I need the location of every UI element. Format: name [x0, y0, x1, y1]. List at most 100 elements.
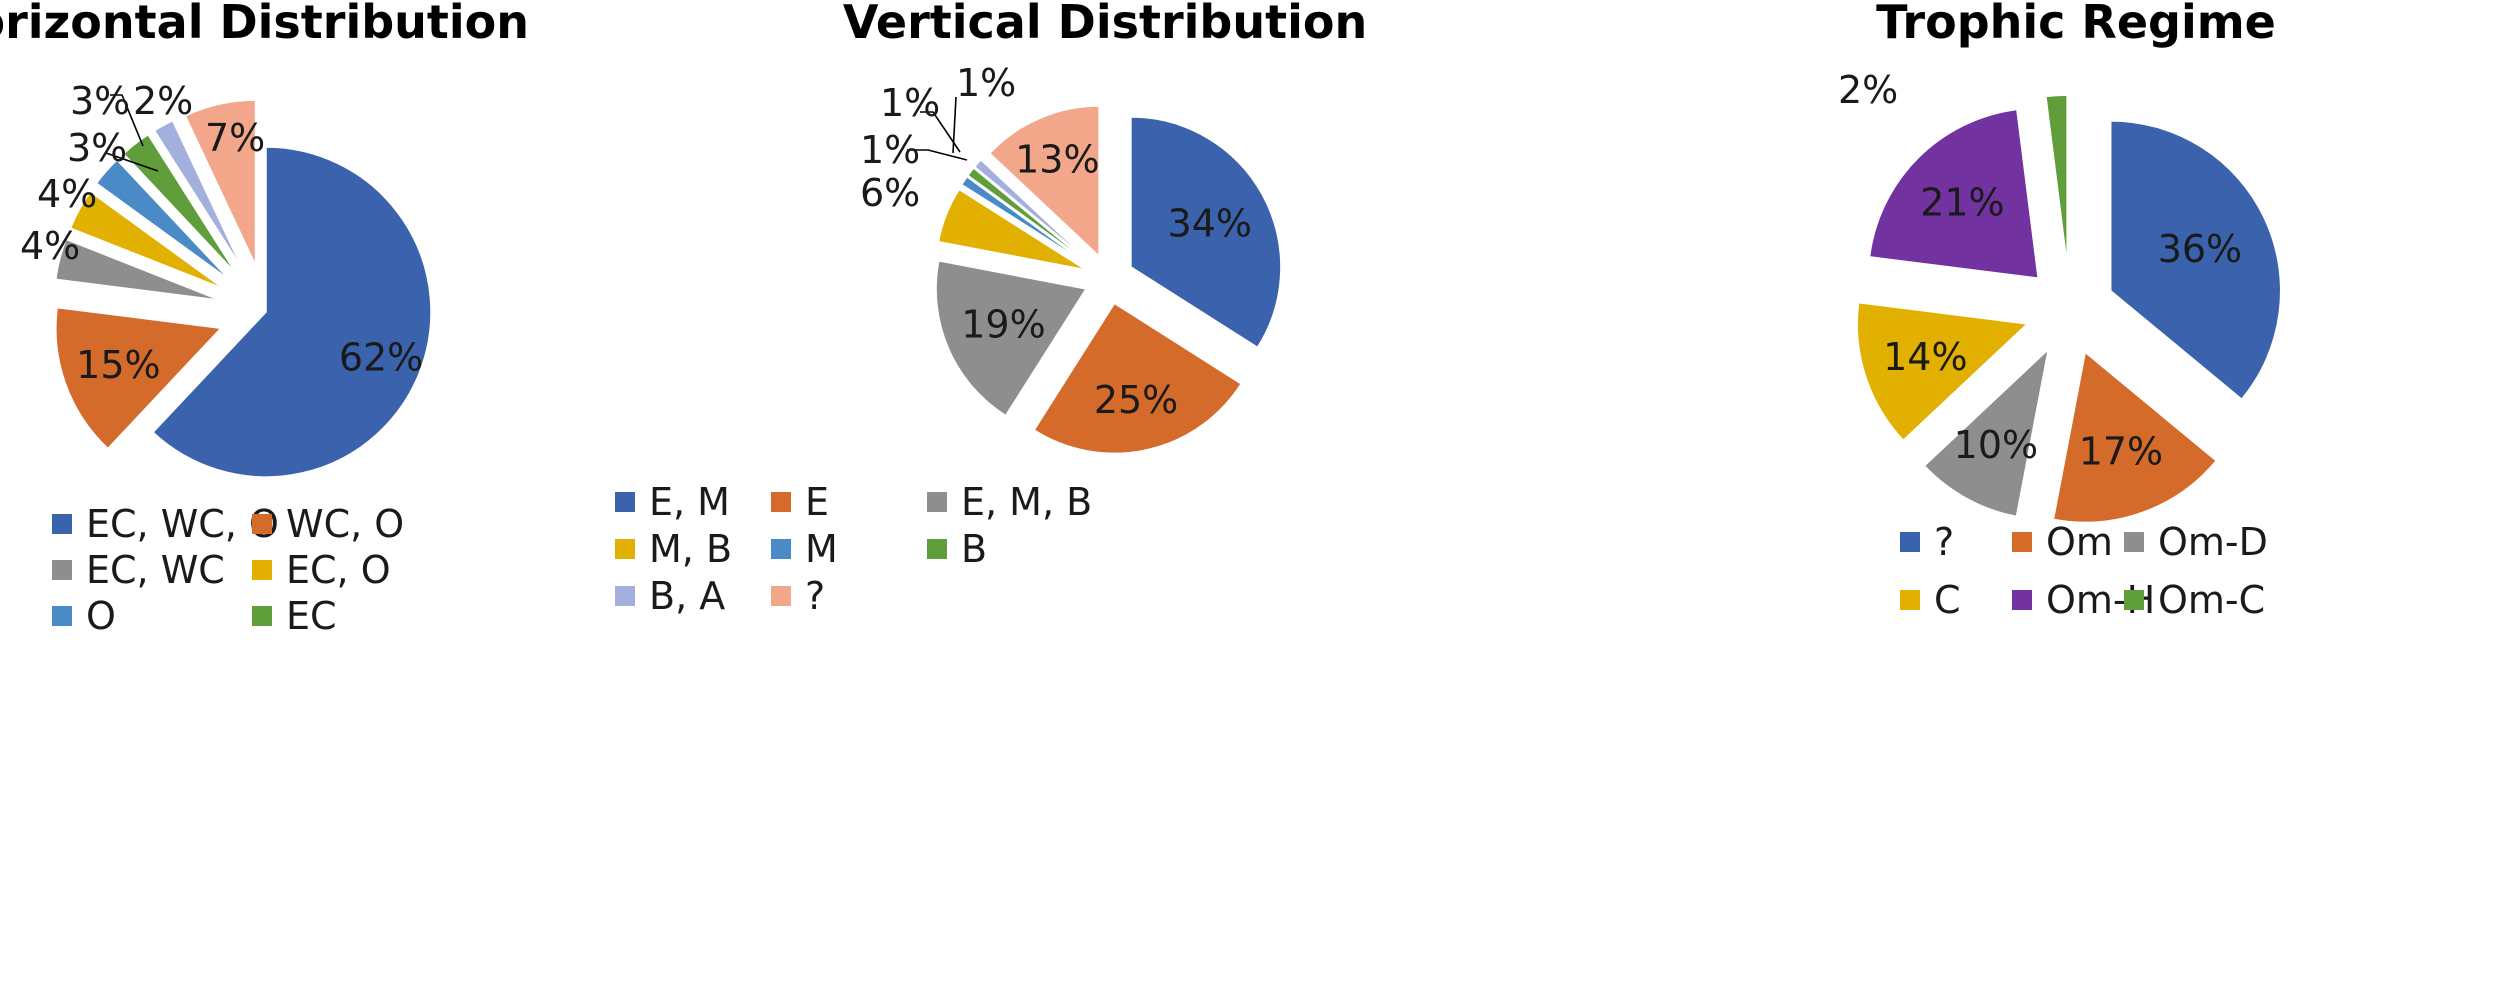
data-label: 25% — [1094, 378, 1178, 422]
legend-label: C — [1934, 578, 1961, 622]
data-label: 15% — [76, 343, 160, 387]
data-label: 21% — [1920, 180, 2004, 224]
pie-slice-b — [966, 167, 1090, 265]
legend-label: ? — [805, 574, 825, 618]
legend-item-b: B — [927, 527, 987, 571]
legend-swatch — [1900, 532, 1920, 552]
data-label: 17% — [2079, 430, 2163, 474]
data-label: 1% — [956, 61, 1016, 105]
pie-slice-m — [960, 175, 1089, 266]
legend-item-unknown: ? — [771, 574, 825, 618]
legend-label: EC, O — [286, 548, 391, 592]
legend-item-e: E — [771, 480, 829, 524]
leader-line — [907, 149, 968, 161]
data-label: 2% — [1838, 68, 1898, 112]
legend-label: B, A — [649, 574, 725, 618]
legend-label: M — [805, 527, 838, 571]
pie-slice-e — [1033, 302, 1243, 455]
pie-chart-vertical-distribution: Vertical Distribution 34%25%19%6%1%1% 1%1… — [615, 0, 1367, 618]
pie-slice-unlabeled-6 — [153, 119, 244, 271]
legend-item-c: C — [1900, 578, 1961, 622]
data-label: 3% — [67, 126, 127, 170]
data-label: 1% — [860, 128, 920, 172]
legend-item-unknown: ? — [1900, 520, 1954, 564]
legend-item-m: M — [771, 527, 838, 571]
pie-slice-om-d — [1923, 347, 2050, 518]
leader-line — [952, 96, 957, 154]
pie-chart-trophic-regime: Trophic Regime 36% 17% 10% 14% 21% 2% ? Om Om-D… — [1838, 0, 2282, 622]
data-label: 7% — [205, 116, 265, 160]
legend-swatch — [52, 560, 72, 580]
legend-item-om-d: Om-D — [2124, 520, 2268, 564]
legend-item-b-a: B, A — [615, 574, 725, 618]
legend-label: Om-C — [2158, 578, 2265, 622]
pie-slice-ec-o — [69, 190, 225, 290]
legend-swatch — [2012, 532, 2032, 552]
data-label: 62% — [339, 336, 423, 380]
legend-label: Om — [2046, 520, 2113, 564]
legend-label: EC, WC, O — [86, 502, 279, 546]
data-label: 19% — [961, 303, 1045, 347]
legend-item-om-c: Om-C — [2124, 578, 2265, 622]
data-label: 6% — [860, 171, 920, 215]
legend-label: B — [961, 527, 987, 571]
legend-swatch — [252, 606, 272, 626]
legend-label: EC, WC — [86, 548, 225, 592]
legend-label: ? — [1934, 520, 1954, 564]
pie-slice-c — [1856, 301, 2029, 442]
data-label: 4% — [20, 224, 80, 268]
data-label: 13% — [1015, 138, 1099, 182]
pie-slice-e-m — [1130, 116, 1282, 349]
legend-swatch — [615, 492, 635, 512]
legend-swatch — [52, 606, 72, 626]
legend-swatch — [252, 560, 272, 580]
legend-item-ec: EC — [252, 594, 337, 638]
legend-label: E, M — [649, 480, 730, 524]
pie-slice-unknown — [2109, 120, 2282, 401]
legend-swatch — [615, 586, 635, 606]
pie-slice-om-h — [1868, 108, 2040, 280]
chart-title: Trophic Regime — [1876, 0, 2276, 49]
legend-label: E — [805, 480, 829, 524]
legend-swatch — [771, 586, 791, 606]
leader-line — [110, 94, 144, 147]
legend-item-e-m: E, M — [615, 480, 730, 524]
legend-item-ec-o: EC, O — [252, 548, 391, 592]
pie-slice-m-b — [937, 188, 1087, 271]
chart-title: Vertical Distribution — [843, 0, 1367, 49]
legend-label: M, B — [649, 527, 732, 571]
pie-slice-e-m-b — [935, 259, 1088, 417]
legend-swatch — [1900, 590, 1920, 610]
legend-swatch — [252, 514, 272, 534]
pie-chart-horizontal-distribution: Horizontal Distribution 62%15%4%4%3%3%2%… — [0, 0, 529, 638]
legend-item-o: O — [52, 594, 116, 638]
legend-swatch — [2012, 590, 2032, 610]
legend-label: WC, O — [286, 502, 404, 546]
data-label: 36% — [2158, 227, 2242, 271]
legend-swatch — [2124, 590, 2144, 610]
chart-panel-trophic: Trophic Regime 36% 17% 10% 14% 21% 2% ? Om Om-D… — [1710, 0, 2500, 1000]
chart-panel-vertical: Vertical Distribution 34% 25% 19% 6% 1% 1% 1% 1… — [615, 0, 1710, 1000]
legend-item-ec-wc-o: EC, WC, O — [52, 502, 279, 546]
pie-slice-o — [95, 158, 231, 281]
data-label: 10% — [1954, 423, 2038, 467]
data-label: 3% — [70, 79, 130, 123]
pie-slice-ec-wc — [54, 238, 220, 301]
legend-item-wc-o: WC, O — [252, 502, 404, 546]
leader-line — [920, 111, 961, 153]
legend-swatch — [927, 492, 947, 512]
legend-swatch — [927, 539, 947, 559]
pie-slice-unlabeled-7 — [184, 99, 257, 266]
legend-item-ec-wc: EC, WC — [52, 548, 225, 592]
data-label: 2% — [133, 79, 193, 123]
legend-swatch — [52, 514, 72, 534]
data-label: 14% — [1883, 335, 1967, 379]
legend-swatch — [615, 539, 635, 559]
pie-slice-om-c — [2045, 94, 2068, 266]
pie-slice-wc-o — [55, 306, 223, 450]
chart-panel-horizontal: Horizontal Distribution 62%15%4%4%3%3%2%… — [0, 0, 860, 1000]
leader-line — [105, 152, 159, 172]
chart-title: Horizontal Distribution — [0, 0, 529, 49]
legend-label: EC — [286, 594, 337, 638]
legend-label: Om-D — [2158, 520, 2268, 564]
